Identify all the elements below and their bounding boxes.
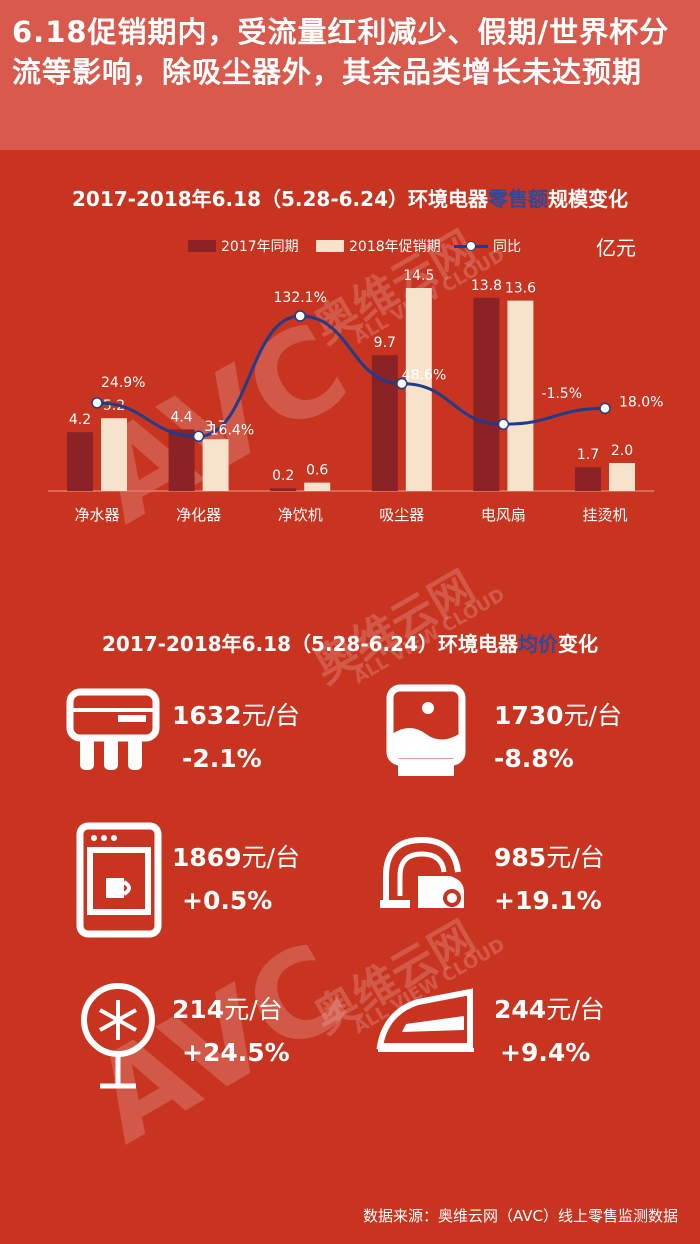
price-change: +9.4% xyxy=(500,1038,591,1067)
x-tick-label: 净水器 xyxy=(74,506,119,524)
yoy-point xyxy=(192,430,205,443)
price-change: +0.5% xyxy=(182,886,273,915)
header-banner: 6.18促销期内，受流量红利减少、假期/世界杯分流等影响，除吸尘器外，其余品类增… xyxy=(0,0,700,150)
data-label-2018: 3.7 xyxy=(204,419,226,435)
price-change: +19.1% xyxy=(494,886,602,915)
yoy-label: 48.6% xyxy=(402,368,446,384)
data-label-2017: 9.7 xyxy=(374,335,396,351)
electric-fan-icon xyxy=(81,983,155,1089)
data-label-2017: 1.7 xyxy=(577,447,599,463)
price-value: 985元/台 xyxy=(494,843,605,872)
price-value: 214元/台 xyxy=(172,995,283,1024)
x-tick-label: 吸尘器 xyxy=(379,506,424,524)
price-value: 1632元/台 xyxy=(172,701,301,730)
bar-2018 xyxy=(609,463,635,491)
vacuum-cleaner-icon xyxy=(380,836,464,908)
data-label-2017: 4.2 xyxy=(69,412,91,428)
bar-2017 xyxy=(473,297,500,491)
data-label-2018: 13.6 xyxy=(505,281,536,297)
yoy-point xyxy=(599,402,611,415)
data-label-2017: 13.8 xyxy=(471,278,502,294)
data-label-2018: 14.5 xyxy=(403,268,434,284)
watermark: 奥维云网 xyxy=(305,561,484,694)
price-value: 1730元/台 xyxy=(494,701,623,730)
legend-item-yoy: 同比 xyxy=(454,236,521,256)
yoy-label: 132.1% xyxy=(274,290,327,306)
x-tick-label: 挂烫机 xyxy=(582,506,627,524)
bar-2017 xyxy=(67,432,93,491)
yoy-point xyxy=(497,418,510,430)
bar-2018 xyxy=(304,482,331,491)
price-change: +24.5% xyxy=(182,1038,290,1067)
yoy-label: -1.5% xyxy=(541,386,582,402)
source-note: 数据来源：奥维云网（AVC）线上零售监测数据 xyxy=(362,1207,678,1225)
data-label-2017: 0.2 xyxy=(272,468,294,484)
bar-2018 xyxy=(202,439,229,491)
price-change: -8.8% xyxy=(494,744,574,773)
air-purifier-icon xyxy=(386,684,466,776)
water-dispenser-icon xyxy=(76,822,162,938)
water-purifier-icon xyxy=(66,688,160,770)
data-label-2018: 2.0 xyxy=(611,443,633,459)
bar-2018 xyxy=(507,300,534,491)
legend-swatch xyxy=(188,240,216,252)
unit-label: 亿元 xyxy=(596,236,636,260)
legend-swatch xyxy=(454,240,488,252)
yoy-point xyxy=(91,397,103,409)
yoy-label: 24.9% xyxy=(101,375,145,391)
chart-title: 2017-2018年6.18（5.28-6.24）环境电器零售额规模变化 xyxy=(72,187,628,211)
iron-icon xyxy=(376,988,474,1052)
yoy-label: 18.0% xyxy=(619,394,663,410)
data-label-2017: 4.4 xyxy=(170,409,192,425)
legend-swatch xyxy=(316,240,344,252)
x-tick-label: 净饮机 xyxy=(278,506,323,524)
yoy-point xyxy=(294,310,306,322)
x-tick-label: 电风扇 xyxy=(481,506,526,524)
bar-2017 xyxy=(168,429,195,491)
page-title: 6.18促销期内，受流量红利减少、假期/世界杯分流等影响，除吸尘器外，其余品类增… xyxy=(12,15,670,89)
price-change: -2.1% xyxy=(182,744,262,773)
legend-item-2018: 2018年促销期 xyxy=(316,236,441,256)
x-tick-label: 净化器 xyxy=(176,506,221,524)
price-value: 244元/台 xyxy=(494,995,605,1024)
bar-2017 xyxy=(575,467,601,491)
yoy-point xyxy=(396,377,408,390)
legend-item-2017: 2017年同期 xyxy=(188,236,299,256)
price-value: 1869元/台 xyxy=(172,843,301,872)
price-title: 2017-2018年6.18（5.28-6.24）环境电器均价变化 xyxy=(102,632,598,656)
data-label-2018: 0.6 xyxy=(306,463,328,479)
bar-2017 xyxy=(270,488,297,491)
yoy-label: -16.4% xyxy=(205,422,255,438)
bar-2018 xyxy=(101,418,127,491)
